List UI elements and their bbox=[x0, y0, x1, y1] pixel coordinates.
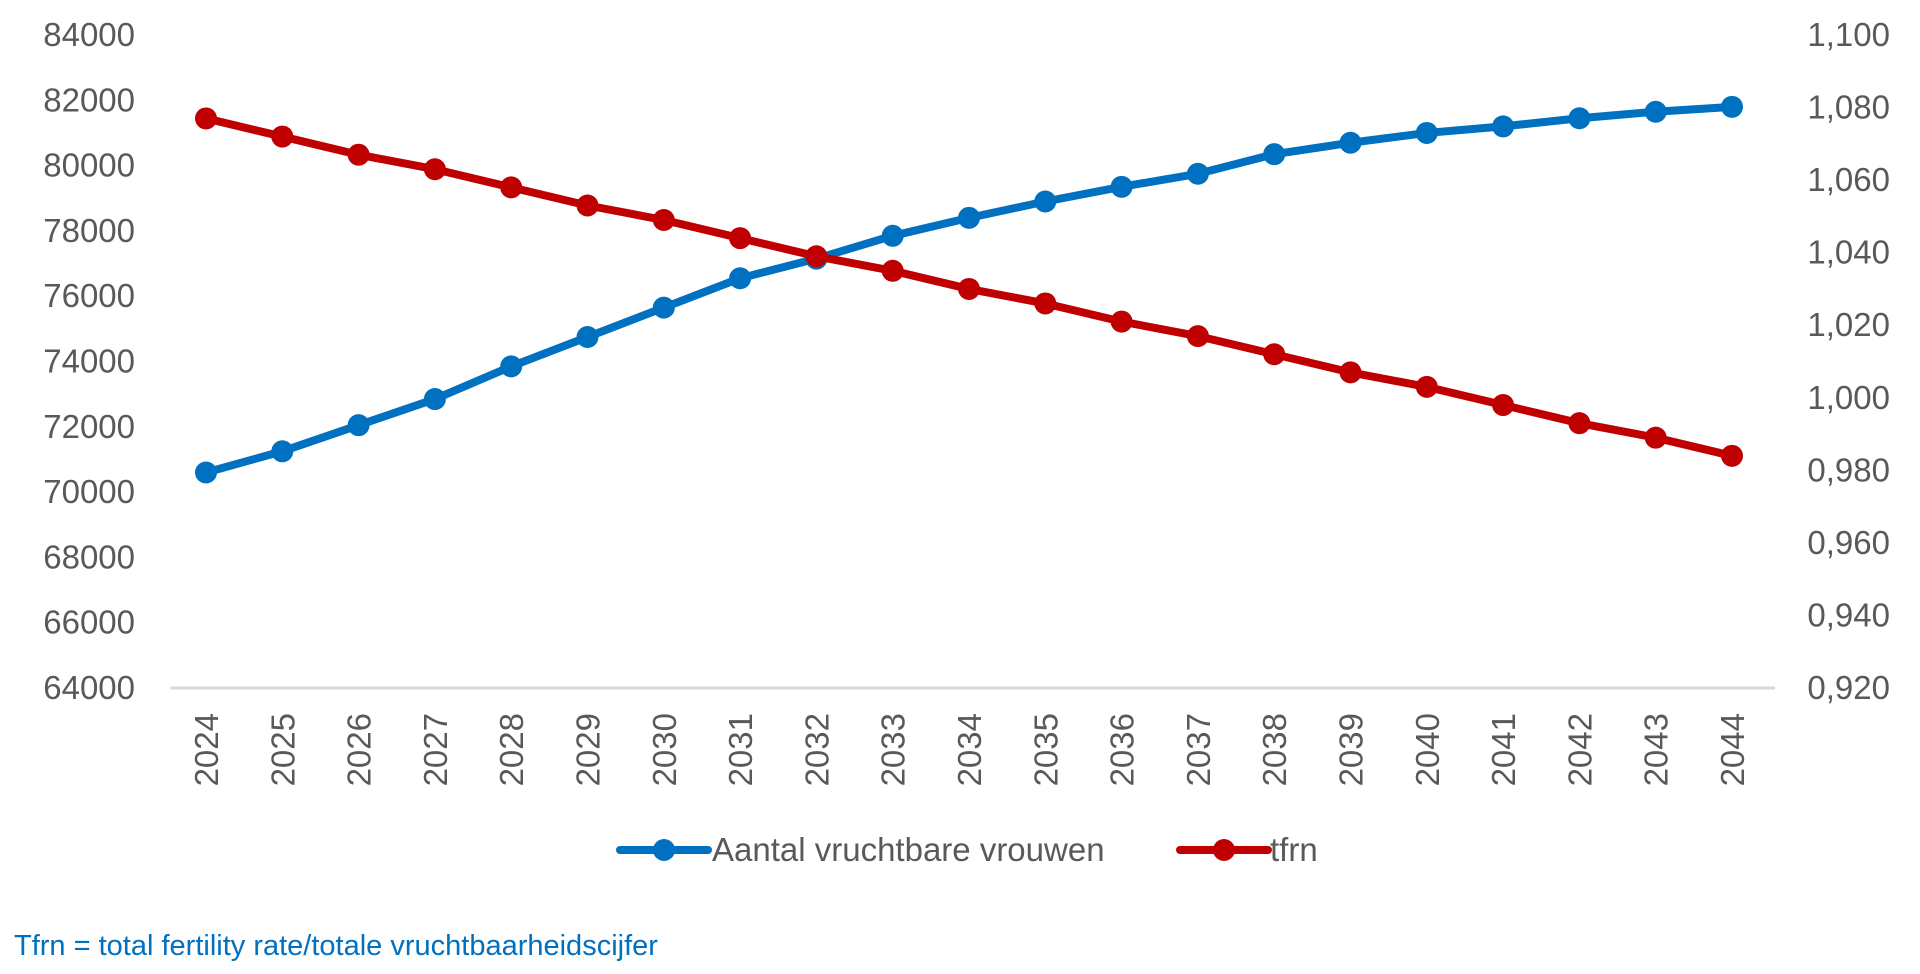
data-point bbox=[423, 388, 446, 411]
right-tick-label: 1,060 bbox=[1807, 161, 1890, 198]
data-point bbox=[1492, 115, 1515, 138]
x-tick-label: 2032 bbox=[798, 713, 835, 786]
data-point bbox=[729, 267, 752, 290]
x-tick-label: 2041 bbox=[1485, 713, 1522, 786]
left-tick-label: 72000 bbox=[43, 408, 135, 445]
legend-label: tfrn bbox=[1270, 831, 1318, 868]
data-point bbox=[195, 107, 217, 130]
left-axis-ticks: 84000 82000 80000 78000 76000 74000 72000 70000… bbox=[43, 16, 135, 706]
legend-swatch-marker bbox=[1213, 839, 1235, 861]
x-tick-label: 2029 bbox=[570, 713, 607, 786]
x-tick-label: 2034 bbox=[951, 713, 988, 786]
x-axis-ticks: 2024 2025 2026 2027 2028 2029 2030 2031 2032 2033… bbox=[188, 713, 1751, 786]
data-point bbox=[1339, 131, 1362, 154]
data-point bbox=[1644, 426, 1667, 449]
x-tick-label: 2044 bbox=[1714, 713, 1751, 786]
data-point bbox=[500, 355, 523, 378]
right-tick-label: 0,980 bbox=[1807, 451, 1890, 488]
series-tfrn bbox=[195, 107, 1743, 467]
data-point bbox=[881, 259, 904, 282]
x-tick-label: 2037 bbox=[1180, 713, 1217, 786]
right-tick-label: 1,020 bbox=[1807, 306, 1890, 343]
left-tick-label: 78000 bbox=[43, 212, 135, 249]
data-point bbox=[347, 143, 370, 166]
left-tick-label: 66000 bbox=[43, 604, 135, 641]
x-tick-label: 2025 bbox=[264, 713, 301, 786]
left-tick-label: 74000 bbox=[43, 343, 135, 380]
legend-swatch-marker bbox=[653, 839, 675, 861]
left-tick-label: 82000 bbox=[43, 81, 135, 118]
right-tick-label: 0,920 bbox=[1807, 669, 1890, 706]
legend: Aantal vruchtbare vrouwen tfrn bbox=[616, 831, 1318, 868]
right-tick-label: 1,080 bbox=[1807, 89, 1890, 126]
x-tick-label: 2024 bbox=[188, 713, 225, 786]
footnote: Tfrn = total fertility rate/totale vruch… bbox=[14, 930, 658, 962]
data-point bbox=[958, 206, 980, 229]
data-point bbox=[652, 296, 675, 319]
data-point bbox=[1644, 100, 1667, 123]
left-tick-label: 68000 bbox=[43, 538, 135, 575]
data-point bbox=[423, 158, 446, 181]
x-tick-label: 2028 bbox=[493, 713, 530, 786]
data-point bbox=[1415, 121, 1438, 144]
data-point bbox=[1263, 343, 1286, 366]
legend-item: Aantal vruchtbare vrouwen bbox=[616, 831, 1105, 868]
data-point bbox=[1110, 310, 1133, 333]
data-point bbox=[652, 209, 675, 232]
data-point bbox=[805, 245, 828, 268]
data-point bbox=[729, 227, 752, 250]
x-tick-label: 2027 bbox=[417, 713, 454, 786]
data-point bbox=[500, 176, 523, 199]
x-tick-label: 2042 bbox=[1561, 713, 1598, 786]
data-point bbox=[1492, 394, 1515, 417]
left-tick-label: 70000 bbox=[43, 473, 135, 510]
data-point bbox=[1186, 325, 1209, 348]
x-tick-label: 2026 bbox=[341, 713, 378, 786]
data-point bbox=[958, 277, 980, 300]
right-tick-label: 1,040 bbox=[1807, 234, 1890, 271]
data-point bbox=[271, 125, 294, 148]
legend-item: tfrn bbox=[1176, 831, 1318, 868]
right-axis-ticks: 1,100 1,080 1,060 1,040 1,020 1,000 0,980 0,960… bbox=[1807, 16, 1890, 706]
data-point bbox=[271, 440, 294, 463]
data-point bbox=[1034, 292, 1057, 315]
x-tick-label: 2031 bbox=[722, 713, 759, 786]
x-tick-label: 2040 bbox=[1409, 713, 1446, 786]
data-point bbox=[1415, 375, 1438, 398]
x-tick-label: 2043 bbox=[1638, 713, 1675, 786]
right-tick-label: 1,100 bbox=[1807, 16, 1890, 53]
data-point bbox=[576, 194, 599, 217]
left-tick-label: 76000 bbox=[43, 277, 135, 314]
data-point bbox=[1721, 444, 1743, 467]
data-point bbox=[1568, 412, 1591, 435]
x-tick-label: 2035 bbox=[1027, 713, 1064, 786]
x-tick-label: 2038 bbox=[1256, 713, 1293, 786]
left-tick-label: 84000 bbox=[43, 16, 135, 53]
legend-label: Aantal vruchtbare vrouwen bbox=[712, 831, 1105, 868]
data-point bbox=[195, 461, 217, 484]
x-tick-label: 2033 bbox=[875, 713, 912, 786]
x-tick-label: 2030 bbox=[646, 713, 683, 786]
left-tick-label: 80000 bbox=[43, 147, 135, 184]
data-point bbox=[1034, 190, 1057, 213]
data-point bbox=[576, 326, 599, 349]
right-tick-label: 0,960 bbox=[1807, 524, 1890, 561]
data-point bbox=[1568, 107, 1591, 130]
data-point bbox=[1721, 95, 1743, 118]
data-point bbox=[1263, 143, 1286, 166]
right-tick-label: 1,000 bbox=[1807, 379, 1890, 416]
x-tick-label: 2036 bbox=[1104, 713, 1141, 786]
data-point bbox=[1110, 175, 1133, 198]
data-point bbox=[1186, 162, 1209, 185]
right-tick-label: 0,940 bbox=[1807, 596, 1890, 633]
series-layer bbox=[195, 95, 1743, 484]
data-point bbox=[347, 414, 370, 437]
data-point bbox=[881, 224, 904, 247]
x-tick-label: 2039 bbox=[1333, 713, 1370, 786]
series-aantal-vruchtbare-vrouwen bbox=[195, 95, 1743, 484]
data-point bbox=[1339, 361, 1362, 384]
left-tick-label: 64000 bbox=[43, 669, 135, 706]
